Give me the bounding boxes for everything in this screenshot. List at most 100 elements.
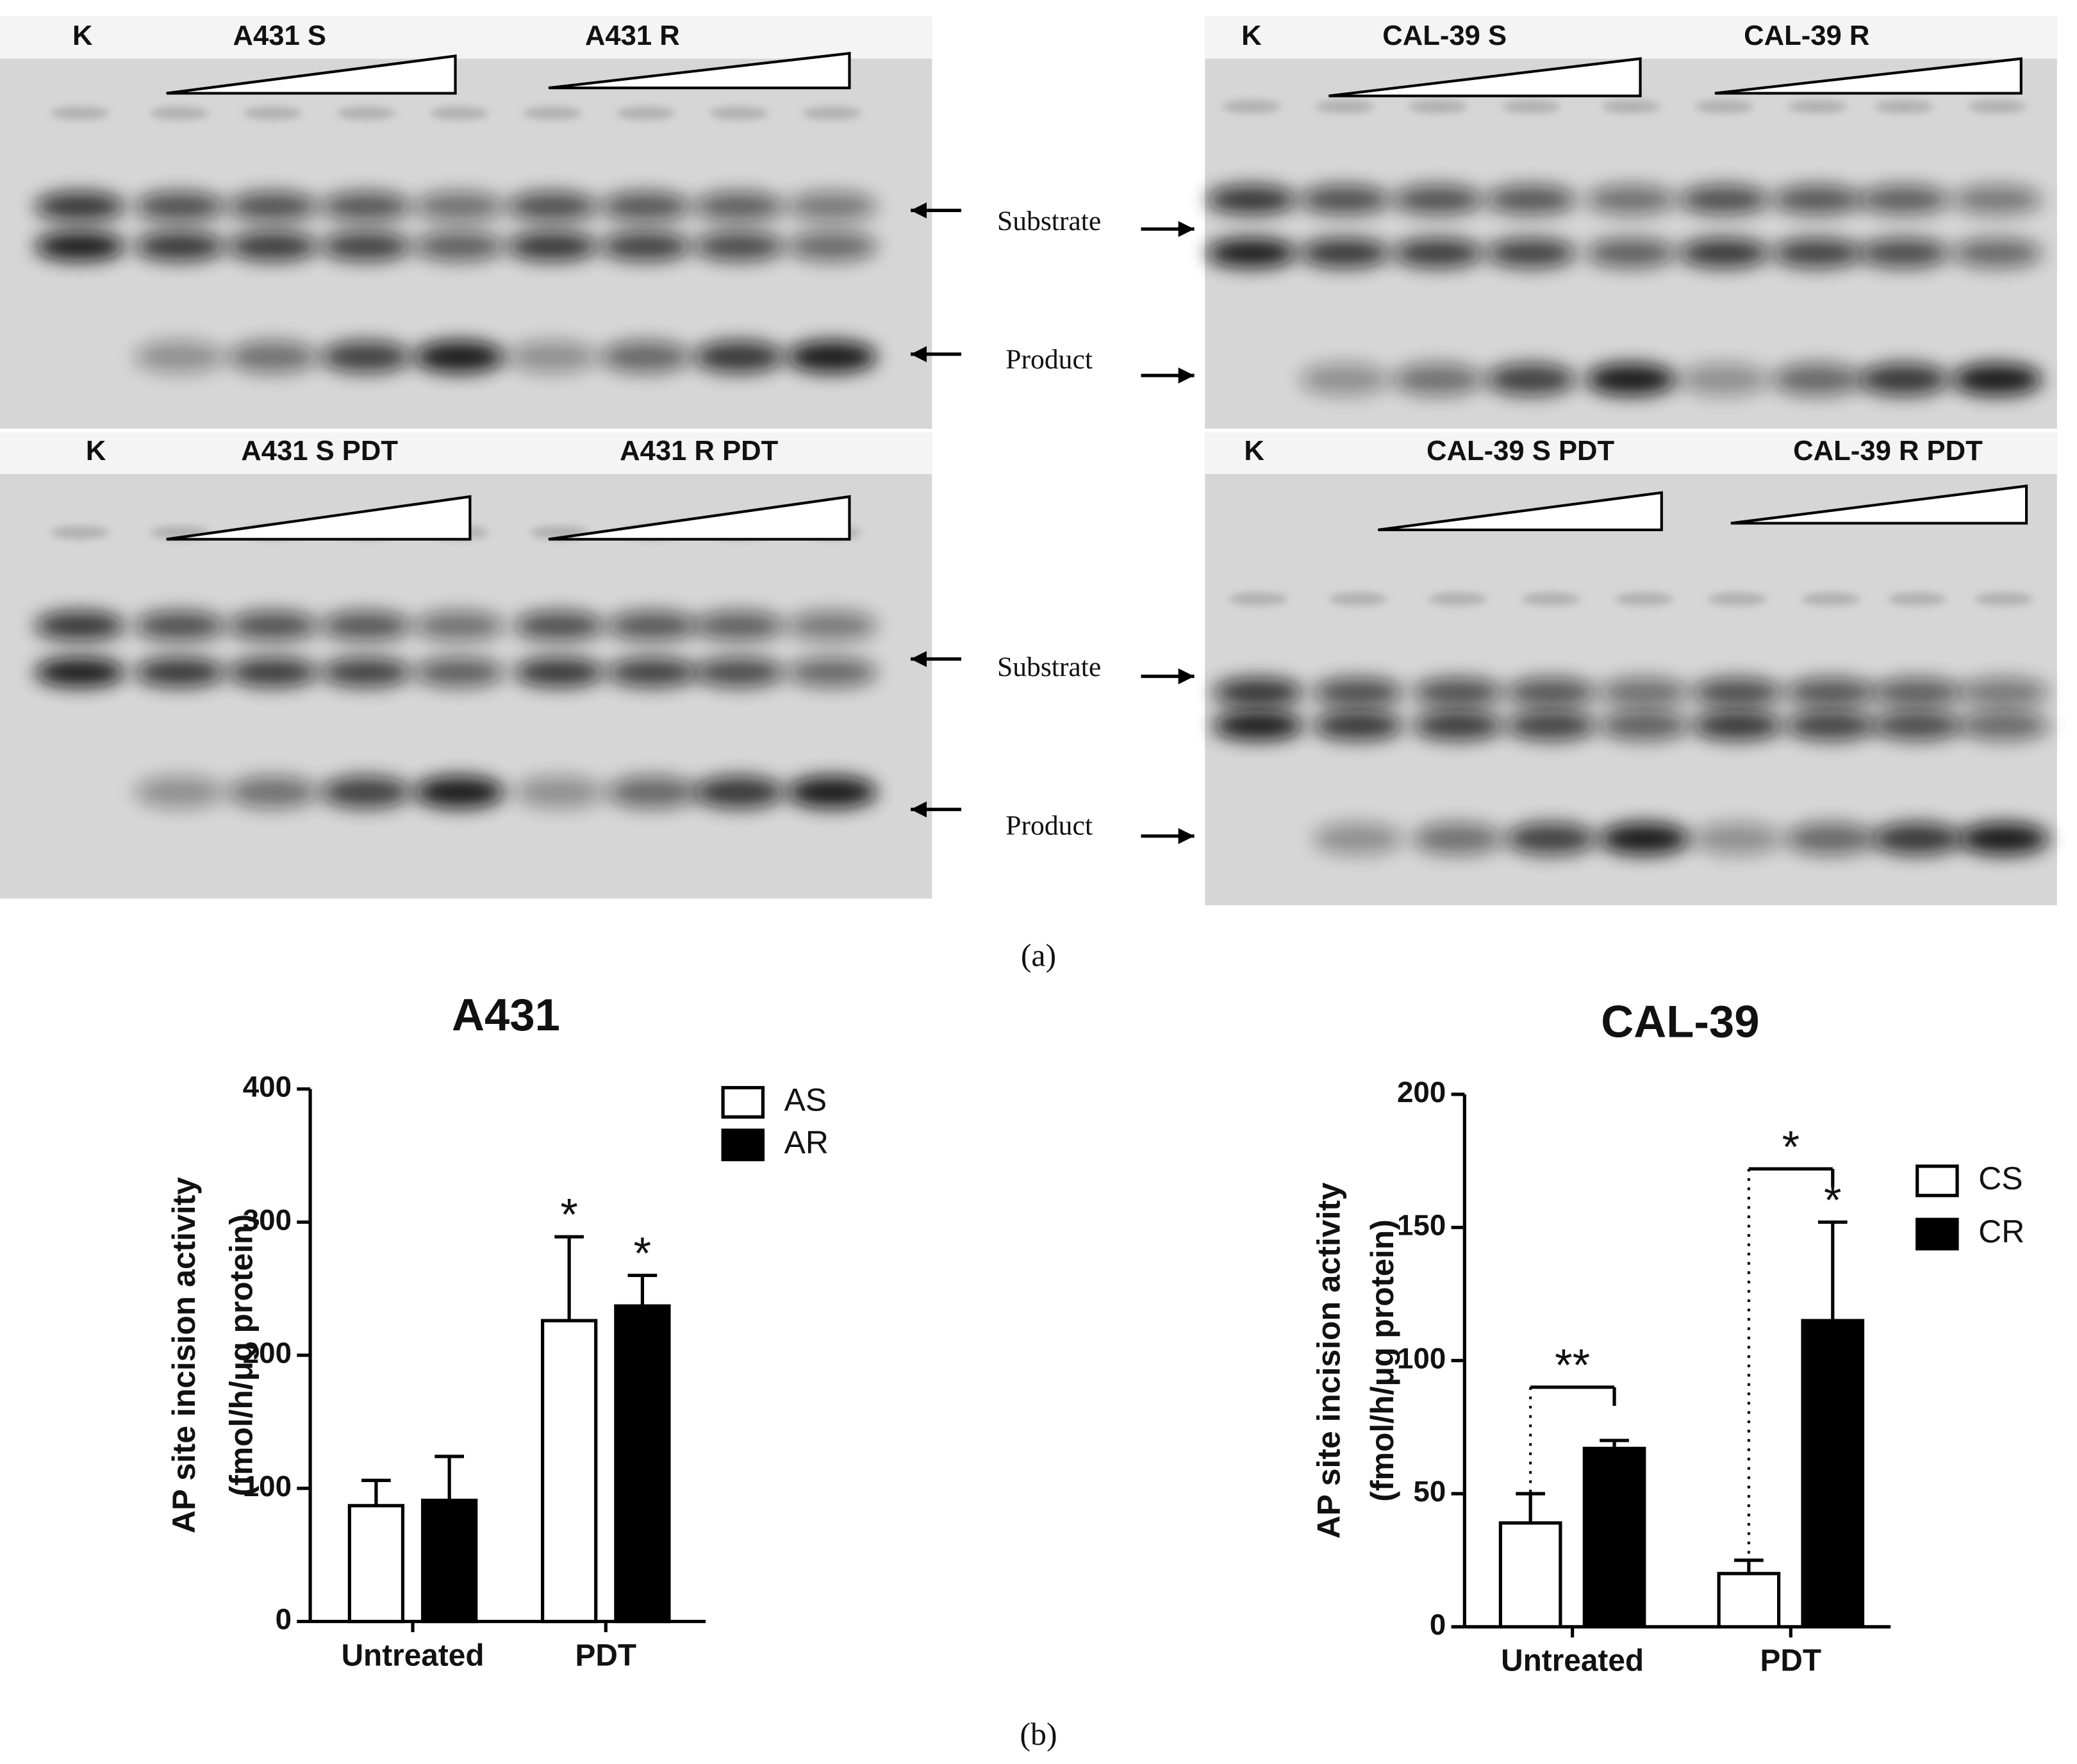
well	[1874, 99, 1933, 113]
x-tick-label: PDT	[575, 1638, 637, 1672]
product-band	[1858, 363, 1949, 396]
legend-label: AS	[784, 1082, 827, 1118]
well	[523, 106, 582, 120]
substrate-band	[1212, 711, 1303, 741]
substrate-band	[786, 192, 878, 221]
legend-label: CR	[1978, 1214, 2024, 1249]
well	[1788, 99, 1847, 113]
substrate-band	[320, 192, 411, 221]
substrate-band	[1772, 185, 1863, 215]
well	[1328, 592, 1387, 606]
bar	[1717, 1572, 1781, 1629]
concentration-wedge	[548, 495, 851, 541]
well	[1801, 592, 1860, 606]
substrate-band	[1206, 238, 1297, 268]
substrate-band	[134, 611, 226, 641]
lane-k-label: K	[1244, 436, 1264, 466]
substrate-band	[513, 611, 605, 641]
product-band	[228, 340, 319, 373]
substrate-band	[1312, 677, 1403, 707]
substrate-band	[786, 231, 878, 261]
substrate-band	[228, 192, 319, 221]
substrate-band	[693, 231, 784, 261]
substrate-band	[1599, 677, 1690, 707]
lane-k-label: K	[72, 21, 93, 51]
substrate-band	[1206, 185, 1297, 215]
product-band	[1692, 823, 1783, 855]
well	[1974, 592, 2033, 606]
y-axis-label: (fmol/h/μg protein)	[223, 1214, 259, 1496]
substrate-band	[1585, 185, 1676, 215]
y-tick-label: 0	[276, 1603, 292, 1636]
x-tick-label: PDT	[1760, 1644, 1822, 1678]
substrate-band	[35, 192, 126, 221]
bar	[614, 1304, 671, 1624]
concentration-wedge	[1378, 491, 1663, 532]
well	[1694, 99, 1754, 113]
arrow-head	[911, 346, 927, 363]
product-band	[1393, 363, 1484, 396]
bar	[541, 1319, 598, 1624]
well	[1409, 99, 1468, 113]
product-band	[786, 776, 878, 809]
arrow-head	[1178, 367, 1195, 384]
substrate-band	[1785, 711, 1876, 741]
arrow-head	[911, 801, 927, 818]
product-band	[228, 776, 319, 809]
bar	[1801, 1319, 1865, 1629]
well	[1428, 592, 1487, 606]
well	[336, 106, 396, 120]
substrate-band	[1958, 711, 2049, 741]
substrate-band	[507, 192, 598, 221]
product-band	[1585, 363, 1676, 396]
substrate-band	[320, 657, 411, 688]
substrate-band	[1485, 238, 1576, 268]
significance-label: *	[634, 1228, 652, 1278]
substrate-band	[1872, 711, 1963, 741]
group-label: A431 R	[585, 21, 680, 51]
substrate-band	[1599, 711, 1690, 741]
concentration-wedge	[1714, 57, 2023, 95]
group-label: A431 S	[233, 21, 326, 51]
well	[1708, 592, 1767, 606]
arrow-head	[911, 651, 927, 667]
substrate-band	[1505, 677, 1596, 707]
substrate-band	[1951, 185, 2042, 215]
concentration-wedge	[166, 54, 457, 95]
product-band	[1772, 363, 1863, 396]
product-band	[1872, 823, 1963, 855]
well	[1521, 592, 1581, 606]
substrate-band	[786, 657, 878, 688]
substrate-band	[320, 231, 411, 261]
substrate-band	[600, 231, 691, 261]
substrate-band	[1692, 677, 1783, 707]
substrate-band	[693, 657, 784, 688]
substrate-band	[1872, 677, 1963, 707]
product-band	[786, 340, 878, 373]
bar	[1498, 1521, 1562, 1629]
well	[430, 106, 489, 120]
legend-swatch	[721, 1128, 765, 1162]
product-band	[414, 776, 505, 809]
substrate-band	[228, 611, 319, 641]
substrate-band	[693, 611, 784, 641]
substrate-band	[1858, 238, 1949, 268]
well	[1601, 99, 1660, 113]
product-band	[1412, 823, 1503, 855]
y-tick-label: 50	[1413, 1475, 1446, 1508]
gel-header	[1205, 433, 2057, 474]
substrate-band	[414, 231, 505, 261]
group-label: CAL-39 R	[1744, 21, 1869, 51]
substrate-band	[693, 192, 784, 221]
product-label: Product	[1005, 810, 1093, 841]
substrate-band	[228, 231, 319, 261]
y-tick-label: 400	[243, 1071, 292, 1103]
product-band	[1599, 823, 1690, 855]
well	[1615, 592, 1674, 606]
substrate-band	[134, 192, 226, 221]
product-band	[1505, 823, 1596, 855]
group-label: CAL-39 S	[1382, 21, 1507, 51]
gel-header	[1205, 16, 2057, 59]
y-axis-label: AP site incision activity	[1311, 1182, 1347, 1538]
